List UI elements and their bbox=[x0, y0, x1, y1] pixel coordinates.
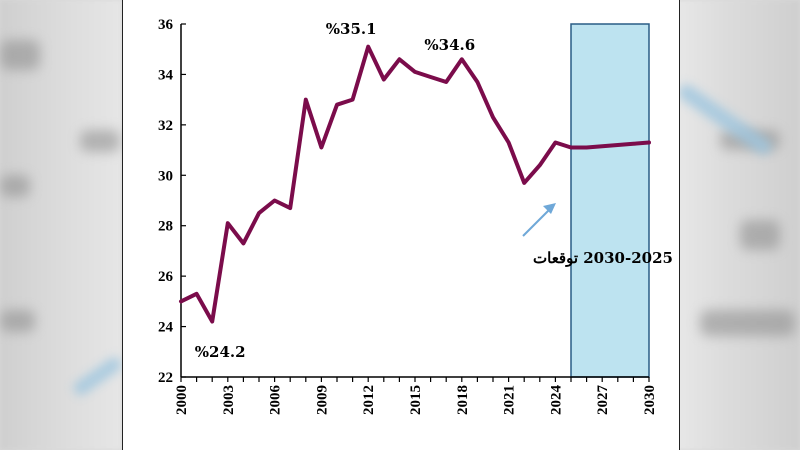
x-tick-label: 2012 bbox=[361, 385, 377, 415]
background-smudge bbox=[0, 40, 40, 70]
annotation-peak-2018: %34.6 bbox=[424, 36, 475, 54]
forecast-arrow-line bbox=[522, 207, 552, 237]
y-tick-label: 32 bbox=[158, 118, 173, 134]
chart-panel: 22 24 26 28 30 32 34 36 2000 2003 2006 2009 2012 2015… bbox=[122, 0, 680, 450]
background-smudge bbox=[0, 310, 35, 332]
x-tick-label: 2024 bbox=[548, 385, 564, 416]
background-smudge bbox=[700, 310, 795, 336]
y-tick-label: 30 bbox=[158, 168, 173, 184]
background-right bbox=[675, 0, 800, 450]
annotation-peak-2012: %35.1 bbox=[326, 20, 377, 38]
background-smudge bbox=[0, 175, 30, 197]
y-tick-label: 34 bbox=[158, 67, 174, 83]
x-tick-label: 2015 bbox=[408, 385, 424, 415]
x-tick-label: 2006 bbox=[268, 385, 284, 416]
forecast-region bbox=[570, 23, 650, 378]
background-smudge bbox=[740, 220, 780, 250]
x-tick-label: 2030 bbox=[642, 385, 658, 415]
y-tick-label: 24 bbox=[158, 320, 174, 336]
forecast-arrow-head bbox=[543, 203, 556, 214]
y-tick-label: 28 bbox=[158, 219, 173, 235]
x-tick-label: 2027 bbox=[595, 385, 611, 416]
y-tick-label: 36 bbox=[158, 17, 174, 33]
annotation-low-2002: %24.2 bbox=[195, 343, 246, 361]
y-tick-label: 22 bbox=[158, 370, 173, 386]
background-smudge bbox=[80, 130, 120, 152]
x-tick-label: 2003 bbox=[221, 385, 237, 415]
x-tick-label: 2018 bbox=[455, 385, 471, 415]
line-chart: 22 24 26 28 30 32 34 36 2000 2003 2006 2009 2012 2015… bbox=[158, 17, 679, 416]
x-tick-label: 2021 bbox=[502, 385, 518, 415]
series-line bbox=[179, 44, 651, 324]
annotation-forecast: %31 : 2030-2025 توقعات bbox=[533, 249, 679, 267]
x-tick-label: 2000 bbox=[174, 385, 190, 415]
y-tick-label: 26 bbox=[158, 269, 174, 285]
x-tick-label: 2009 bbox=[314, 385, 330, 415]
